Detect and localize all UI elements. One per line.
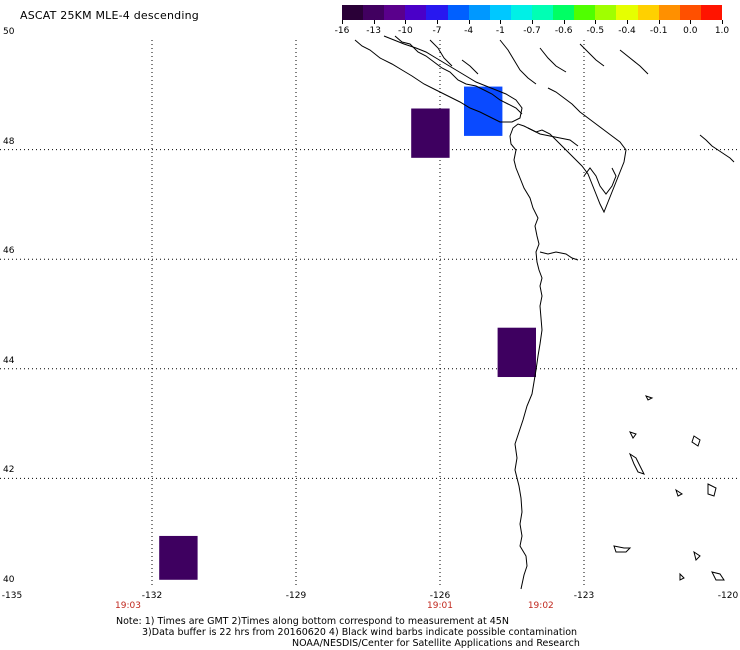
lake-7	[693, 550, 701, 561]
latitude-label: 46	[3, 246, 15, 257]
lake-6	[613, 545, 632, 553]
colorbar-swatch	[574, 5, 596, 20]
colorbar-label: -7	[432, 26, 442, 36]
colorbar-tick	[563, 20, 565, 24]
lake-8	[711, 571, 725, 581]
colorbar-tick	[722, 20, 723, 24]
colorbar-swatch	[363, 5, 385, 20]
colorbar-swatch	[595, 5, 617, 20]
colorbar-tick	[690, 20, 692, 24]
colorbar-swatch	[616, 5, 638, 20]
colorbar-tick	[437, 20, 438, 24]
note-line-3: NOAA/NESDIS/Center for Satellite Applica…	[292, 638, 580, 649]
lake-3	[628, 452, 645, 475]
colorbar-label: -0.1	[649, 26, 668, 36]
longitude-label: -126	[429, 591, 451, 601]
map-title: ASCAT 25KM MLE-4 descending	[20, 9, 199, 22]
colorbar-label: -0.7	[523, 26, 541, 36]
lake-4	[707, 483, 717, 497]
colorbar-label: -0.4	[618, 26, 636, 36]
latitude-label: 50	[3, 27, 15, 37]
coastline-inlets	[429, 39, 649, 85]
colorbar-tick	[342, 20, 343, 24]
colorbar-tick	[532, 20, 533, 24]
colorbar-tick	[500, 20, 502, 24]
time-label: 19:01	[427, 601, 453, 611]
colorbar-swatch	[426, 5, 448, 20]
colorbar-swatch	[510, 5, 532, 20]
colorbar-swatch	[679, 5, 701, 20]
longitude-label: -123	[573, 591, 595, 601]
coastline-sound-inner	[583, 167, 617, 195]
colorbar-ticks	[342, 20, 723, 25]
coastline	[354, 35, 735, 590]
latitude-label: 44	[3, 355, 15, 366]
colorbar-label: -1	[495, 26, 505, 36]
colorbar-label: -13	[366, 26, 382, 36]
latitude-label: 42	[3, 465, 15, 476]
gridlines	[0, 40, 740, 588]
colorbar-label: 0.0	[683, 26, 698, 36]
time-label: 19:02	[527, 601, 554, 611]
colorbar-tick	[595, 20, 597, 24]
colorbar-label: -0.6	[554, 26, 573, 36]
longitude-label: -132	[141, 591, 163, 601]
colorbar-swatch	[658, 5, 680, 20]
coastline-puget-sound	[527, 87, 627, 214]
colorbar-tick	[658, 20, 660, 24]
coastline-columbia	[539, 251, 579, 261]
data-cell	[159, 535, 198, 580]
colorbar-swatch	[384, 5, 406, 20]
colorbar-label: -4	[464, 26, 474, 36]
colorbar-swatch	[468, 5, 490, 20]
data-cell	[464, 86, 503, 136]
colorbar-label: -10	[397, 26, 413, 36]
colorbar-label: -0.5	[586, 26, 605, 36]
latitude-label: 40	[3, 575, 15, 585]
colorbar-swatch	[405, 5, 427, 20]
colorbar-tick	[373, 20, 375, 24]
coastline-far-inlet	[699, 134, 735, 163]
colorbar-label: 1.0	[714, 26, 730, 36]
colorbar-swatch	[489, 5, 511, 20]
data-cells	[159, 86, 536, 580]
lake-10	[679, 572, 685, 581]
coastline-mainland	[509, 123, 579, 590]
colorbar-swatch	[553, 5, 575, 20]
note-line-2: 3)Data buffer is 22 hrs from 20160620 4)…	[142, 627, 578, 638]
note-line-1: Note: 1) Times are GMT 2)Times along bot…	[116, 616, 509, 627]
longitude-label: -135	[1, 591, 23, 601]
colorbar-swatch	[342, 5, 364, 20]
time-label: 19:03	[115, 601, 141, 611]
colorbar	[342, 5, 722, 20]
colorbar-swatch	[637, 5, 659, 20]
data-cell	[497, 327, 536, 378]
longitude-label: -129	[285, 591, 307, 601]
colorbar-tick	[468, 20, 470, 24]
longitude-label: -120	[717, 591, 739, 601]
plot-frame	[0, 40, 740, 588]
lake-1	[629, 431, 637, 439]
colorbar-swatch	[700, 5, 722, 20]
lake-9	[645, 395, 654, 401]
colorbar-tick	[405, 20, 407, 24]
lake-5	[675, 488, 683, 497]
colorbar-tick	[627, 20, 628, 24]
colorbar-swatch	[447, 5, 469, 20]
coastline-bc	[394, 35, 523, 115]
colorbar-label: -16	[334, 26, 350, 36]
lake-2	[691, 435, 701, 447]
latitude-label: 48	[3, 136, 15, 147]
coastline-vancouver-island	[354, 35, 523, 123]
data-cell	[411, 108, 450, 158]
colorbar-swatch	[531, 5, 554, 20]
